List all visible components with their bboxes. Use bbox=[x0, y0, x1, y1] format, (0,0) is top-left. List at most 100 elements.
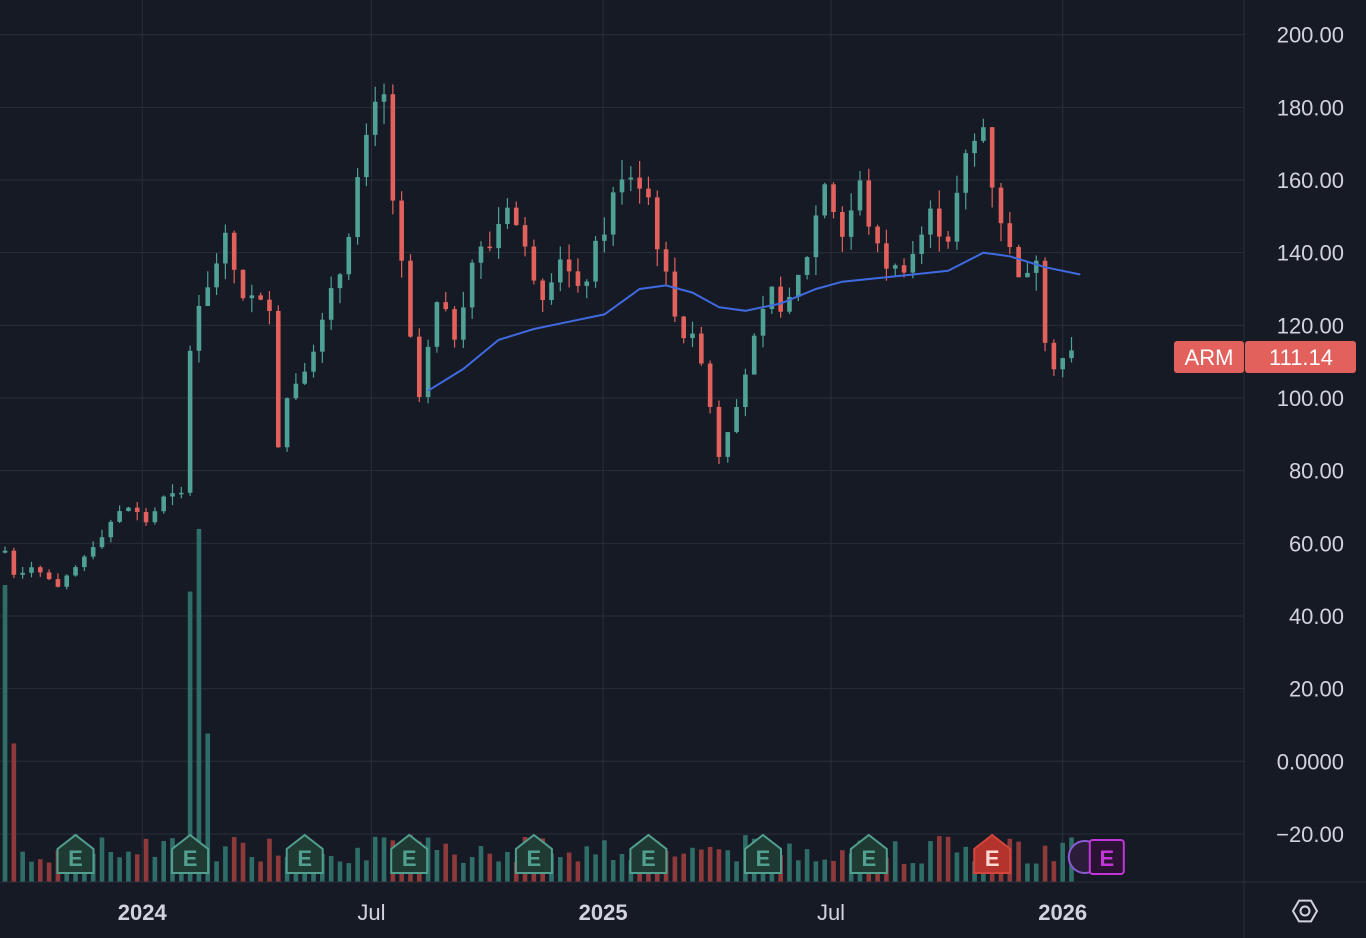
candle-body bbox=[275, 310, 281, 448]
volume-bar bbox=[795, 860, 801, 882]
x-tick-label: 2025 bbox=[579, 900, 628, 925]
candle-body bbox=[857, 180, 863, 211]
earnings-label: E bbox=[68, 846, 83, 871]
candle-body bbox=[505, 207, 510, 225]
candle-body bbox=[822, 184, 828, 216]
candle-body bbox=[2, 550, 8, 553]
candle-body bbox=[716, 406, 722, 457]
candle-body bbox=[558, 259, 563, 283]
candle-body bbox=[487, 246, 493, 249]
candle-body bbox=[117, 511, 122, 522]
candle-body bbox=[90, 547, 96, 557]
candle-body bbox=[20, 572, 25, 575]
symbol-tag-bg bbox=[1174, 341, 1244, 373]
candle-body bbox=[170, 493, 175, 497]
earnings-marker-past[interactable]: E bbox=[744, 833, 782, 874]
volume-bar bbox=[1051, 861, 1057, 882]
volume-bar bbox=[126, 851, 131, 882]
earnings-marker-past[interactable]: E bbox=[390, 833, 429, 874]
candle-body bbox=[1060, 358, 1065, 370]
volume-bar bbox=[910, 863, 916, 882]
candle-body bbox=[126, 507, 131, 512]
earnings-marker-past[interactable]: E bbox=[56, 833, 95, 874]
earnings-marker-negative[interactable]: E bbox=[973, 833, 1012, 874]
earnings-marker-past[interactable]: E bbox=[514, 833, 553, 874]
candle-body bbox=[963, 153, 969, 193]
candle-body bbox=[408, 260, 413, 337]
candle-body bbox=[64, 575, 70, 587]
volume-bar bbox=[337, 861, 343, 882]
earnings-label: E bbox=[861, 846, 876, 871]
candle-body bbox=[320, 319, 325, 352]
candle-body bbox=[416, 336, 422, 398]
volume-bar bbox=[20, 851, 25, 882]
volume-bar bbox=[11, 743, 17, 882]
earnings-label: E bbox=[985, 846, 1000, 871]
candle-body bbox=[372, 101, 378, 135]
candle-body bbox=[681, 316, 686, 339]
settings-button[interactable] bbox=[1291, 899, 1319, 923]
candle-body bbox=[751, 335, 757, 375]
x-axis-labels: 2024 Jul 2025 Jul 2026 bbox=[118, 900, 1087, 925]
earnings-label: E bbox=[641, 846, 656, 871]
volume-bar bbox=[716, 849, 722, 882]
earnings-marker-past[interactable]: E bbox=[285, 833, 324, 874]
candle-body bbox=[1033, 260, 1039, 273]
y-axis-labels: 200.00 180.00 160.00 140.00 120.00 100.00 80.0… bbox=[1276, 23, 1344, 847]
volume-bar bbox=[461, 862, 466, 882]
candle-body bbox=[73, 567, 78, 576]
y-tick-label: 80.00 bbox=[1289, 459, 1344, 484]
x-tick-label: Jul bbox=[817, 900, 845, 925]
candle-body bbox=[293, 383, 299, 399]
earnings-marker-past[interactable]: E bbox=[849, 833, 888, 874]
candle-body bbox=[866, 180, 872, 227]
earnings-marker-shape bbox=[973, 833, 1012, 874]
candle-body bbox=[699, 333, 704, 364]
volume-bar bbox=[487, 853, 493, 882]
candle-body bbox=[355, 177, 360, 237]
earnings-marker-past[interactable]: E bbox=[629, 833, 668, 874]
candle-body bbox=[496, 224, 501, 249]
earnings-label: E bbox=[527, 846, 542, 871]
candle-body bbox=[928, 208, 933, 235]
candle-body bbox=[302, 371, 308, 384]
candle-body bbox=[1025, 272, 1030, 278]
earnings-marker-shape bbox=[744, 833, 782, 874]
candle-body bbox=[945, 236, 951, 242]
candle-body bbox=[214, 263, 219, 288]
y-tick-label: 160.00 bbox=[1277, 168, 1344, 193]
earnings-marker-future[interactable]: E bbox=[1067, 839, 1125, 875]
candle-body bbox=[910, 253, 916, 273]
volume-bar bbox=[566, 852, 572, 882]
volume-bar bbox=[2, 585, 8, 882]
volume-bar bbox=[1016, 841, 1021, 882]
y-tick-label: 40.00 bbox=[1289, 604, 1344, 629]
volume-bar bbox=[672, 856, 678, 882]
y-tick-label: 120.00 bbox=[1277, 313, 1344, 338]
candle-body bbox=[99, 537, 105, 548]
volume-bar bbox=[29, 861, 34, 882]
earnings-marker-shape bbox=[285, 833, 324, 874]
candle-body bbox=[743, 374, 748, 408]
volume-bar bbox=[267, 838, 272, 882]
volume-bar bbox=[117, 857, 122, 882]
volume-bar bbox=[505, 851, 510, 882]
volume-bars bbox=[2, 528, 1074, 882]
volume-bar bbox=[813, 861, 819, 882]
earnings-marker-shape bbox=[514, 833, 553, 874]
earnings-marker-past[interactable]: E bbox=[171, 833, 210, 874]
volume-bar bbox=[1025, 863, 1030, 882]
candle-body bbox=[346, 236, 352, 275]
candle-body bbox=[311, 351, 316, 372]
volume-bar bbox=[804, 849, 810, 882]
candle-body bbox=[381, 94, 387, 102]
candle-body bbox=[919, 234, 924, 254]
earnings-marker-shape bbox=[56, 833, 95, 874]
candle-body bbox=[954, 192, 960, 242]
earnings-label: E bbox=[756, 846, 771, 871]
y-tick-label: 200.00 bbox=[1277, 23, 1344, 48]
moving-average-path bbox=[427, 251, 1081, 392]
candle-body bbox=[637, 177, 642, 189]
